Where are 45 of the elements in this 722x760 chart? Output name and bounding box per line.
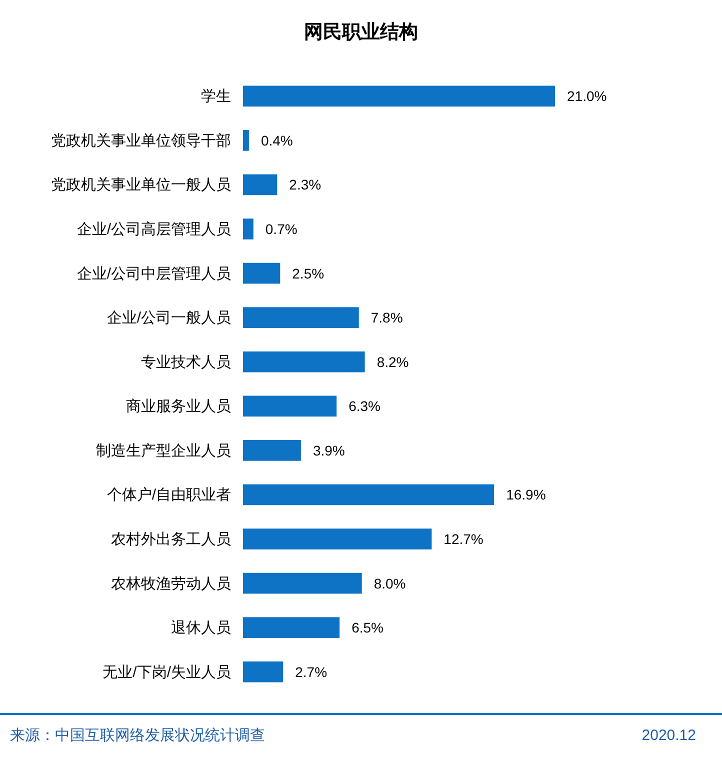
bar xyxy=(243,440,301,461)
y-tick-label: 企业/公司高层管理人员 xyxy=(76,221,231,238)
y-tick-label: 农林牧渔劳动人员 xyxy=(111,575,231,592)
bar xyxy=(243,528,432,550)
y-tick-label: 无业/下岗/失业人员 xyxy=(102,664,231,681)
y-tick-label: 商业服务业人员 xyxy=(126,398,231,416)
bar xyxy=(243,572,362,594)
y-tick-label: 企业/公司一般人员 xyxy=(106,310,231,327)
source-note: 来源：中国互联网络发展状况统计调查 xyxy=(10,727,265,744)
y-tick-label: 退休人员 xyxy=(171,620,231,637)
y-tick-label: 农村外出务工人员 xyxy=(111,531,231,548)
bar xyxy=(243,218,254,240)
data-label: 2.3% xyxy=(289,176,322,193)
bar xyxy=(243,86,555,107)
bar xyxy=(243,617,340,638)
data-label: 0.7% xyxy=(265,221,298,237)
y-tick-label: 专业技术人员 xyxy=(141,354,231,371)
data-label: 12.7% xyxy=(444,531,484,547)
y-tick-label: 学生 xyxy=(201,88,231,106)
y-tick-label: 党政机关事业单位一般人员 xyxy=(51,176,231,194)
data-label: 6.3% xyxy=(348,398,381,414)
data-label: 2.7% xyxy=(295,664,328,680)
bar xyxy=(243,307,359,328)
y-tick-label: 制造生产型企业人员 xyxy=(96,442,231,460)
y-tick-label: 党政机关事业单位领导干部 xyxy=(51,132,231,150)
data-label: 8.0% xyxy=(374,575,406,592)
data-label: 21.0% xyxy=(567,88,607,104)
data-label: 8.2% xyxy=(376,354,409,370)
data-label: 6.5% xyxy=(352,620,384,636)
data-label: 7.8% xyxy=(370,310,403,326)
bar xyxy=(243,130,249,151)
bar xyxy=(243,396,337,417)
y-tick-label: 企业/公司中层管理人员 xyxy=(76,265,231,282)
data-label: 16.9% xyxy=(506,486,546,503)
data-label: 3.9% xyxy=(312,442,345,458)
bar xyxy=(243,262,280,284)
bar xyxy=(243,484,494,506)
bar xyxy=(243,174,278,196)
chart-title: 网民职业结构 xyxy=(304,21,418,43)
data-label: 2.5% xyxy=(292,265,324,282)
text: 2020.12 xyxy=(642,727,696,744)
y-tick-label: 个体户/自由职业者 xyxy=(106,486,231,504)
bar xyxy=(243,661,284,682)
bar xyxy=(243,351,365,372)
data-label: 0.4% xyxy=(260,132,293,148)
